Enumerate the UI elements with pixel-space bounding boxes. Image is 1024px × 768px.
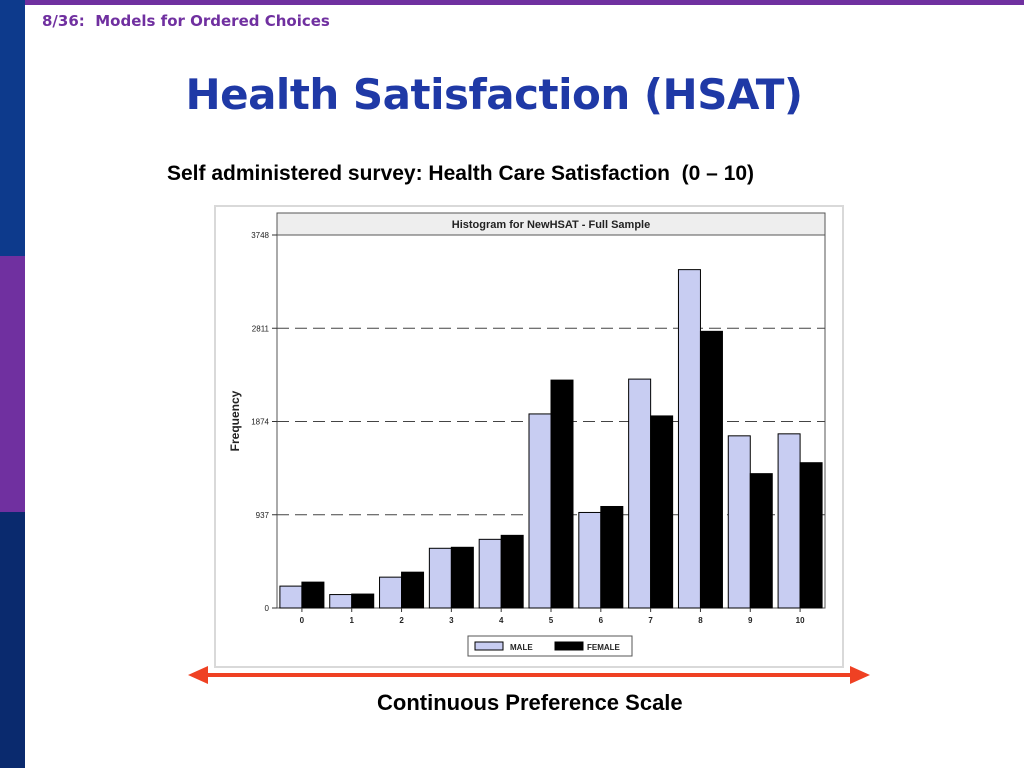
slide-subtitle: Self administered survey: Health Care Sa… (167, 162, 755, 185)
arrow-head-left (188, 666, 208, 684)
x-tick-label: 2 (399, 616, 404, 625)
x-tick-label: 4 (499, 616, 504, 625)
bar-female (450, 546, 474, 609)
chart-title: Histogram for NewHSAT - Full Sample (452, 219, 650, 231)
bar-female (749, 473, 773, 609)
x-tick-label: 3 (449, 616, 454, 625)
bar-male (379, 576, 403, 609)
bar-female (401, 571, 425, 609)
bar-female (550, 379, 574, 609)
bar-female (301, 581, 325, 609)
sidebar-segment-bottom (0, 512, 25, 768)
double-headed-arrow (188, 666, 870, 684)
slide-header: 8/36: Models for Ordered Choices (42, 12, 330, 30)
y-axis-label: Frequency (228, 390, 242, 451)
bar-male (677, 269, 701, 609)
chart-legend: MALE FEMALE (467, 635, 633, 657)
bar-female (351, 593, 375, 609)
x-tick-label: 10 (796, 616, 805, 625)
bar-male (628, 378, 652, 609)
bar-female (600, 505, 624, 609)
bar-female (699, 330, 723, 609)
legend-swatch-male (474, 641, 504, 651)
bar-male (578, 511, 602, 609)
x-tick-label: 0 (300, 616, 305, 625)
arrow-head-right (850, 666, 870, 684)
legend-swatch-female (554, 641, 584, 651)
y-tick-label: 2811 (252, 324, 270, 333)
histogram-svg: Histogram for NewHSAT - Full Sample09371… (216, 207, 842, 666)
legend-label-female: FEMALE (587, 643, 621, 652)
sidebar-segment-middle (0, 256, 25, 512)
bar-male (528, 413, 552, 609)
x-tick-label: 7 (648, 616, 653, 625)
slide-title: Health Satisfaction (HSAT) (0, 70, 1000, 119)
x-tick-label: 5 (549, 616, 554, 625)
scale-label: Continuous Preference Scale (377, 690, 683, 715)
sidebar-segment-top (0, 0, 25, 256)
bar-female (799, 462, 823, 609)
x-tick-label: 6 (599, 616, 604, 625)
bar-male (279, 585, 303, 609)
bar-female (650, 415, 674, 609)
x-tick-label: 8 (698, 616, 703, 625)
y-tick-label: 937 (256, 511, 270, 520)
y-tick-label: 1874 (251, 418, 269, 427)
bar-male (727, 435, 751, 609)
top-rule (25, 0, 1024, 5)
bar-male (478, 538, 502, 609)
sidebar-accent (0, 0, 25, 768)
histogram-chart: Histogram for NewHSAT - Full Sample 0 937 1… (214, 205, 844, 668)
legend-box (467, 635, 633, 657)
bar-male (329, 594, 353, 609)
y-tick-label: 3748 (251, 231, 269, 240)
legend-label-male: MALE (510, 643, 533, 652)
x-tick-label: 1 (350, 616, 355, 625)
slide-title-text: Health Satisfaction (HSAT) (185, 70, 803, 119)
bar-male (777, 433, 801, 609)
x-tick-label: 9 (748, 616, 753, 625)
bar-male (428, 547, 452, 609)
y-tick-label: 0 (265, 604, 270, 613)
bar-female (500, 534, 524, 609)
